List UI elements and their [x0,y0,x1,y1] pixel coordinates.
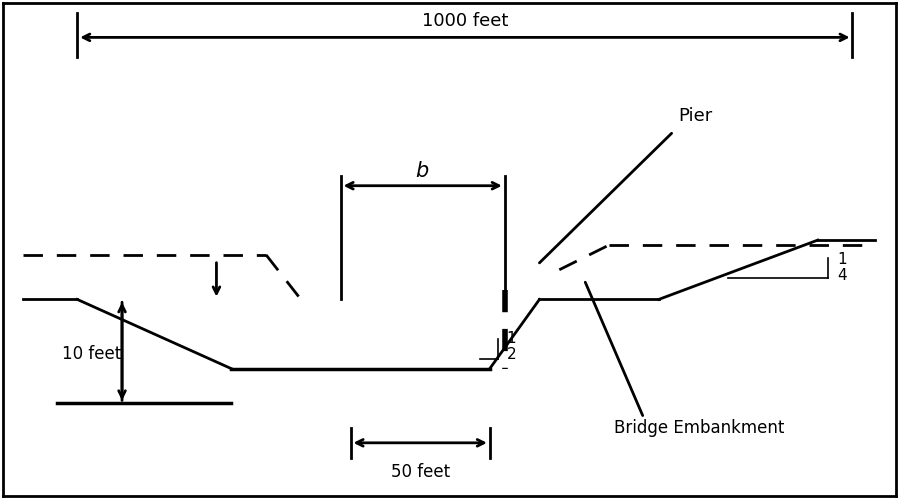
Text: 1: 1 [838,252,847,267]
Text: 2: 2 [507,347,516,362]
Text: 1: 1 [507,331,516,346]
Text: 1000 feet: 1000 feet [422,11,508,29]
Text: 50 feet: 50 feet [391,464,450,482]
Text: 10 feet: 10 feet [62,345,121,363]
Text: 4: 4 [838,268,847,283]
Text: Pier: Pier [679,107,713,125]
Text: b: b [415,161,429,181]
Text: Bridge Embankment: Bridge Embankment [614,419,784,437]
